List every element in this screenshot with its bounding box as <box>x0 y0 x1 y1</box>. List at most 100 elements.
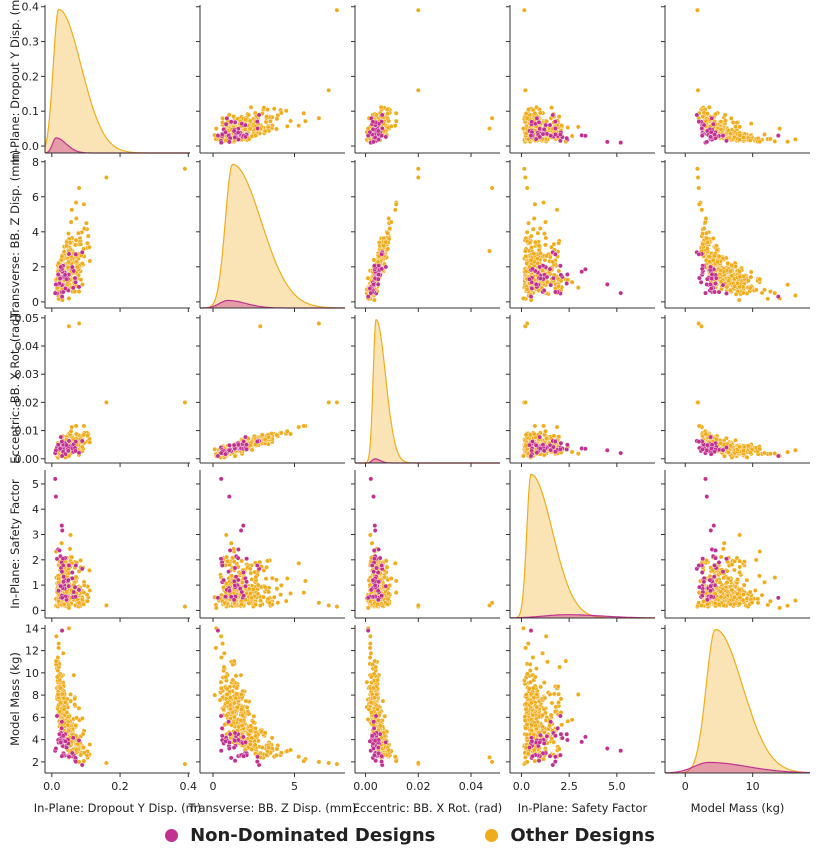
point-other <box>78 241 84 247</box>
point-other <box>66 295 72 301</box>
point-other <box>296 424 302 430</box>
y-tick-label: 0.0 <box>22 140 40 153</box>
point-non-dominated <box>565 442 570 448</box>
panel-0-2 <box>351 5 500 157</box>
point-other <box>326 87 332 93</box>
point-other <box>695 175 701 180</box>
point-other <box>543 219 548 225</box>
point-other <box>81 423 87 429</box>
point-non-dominated <box>708 286 714 291</box>
point-other <box>695 399 701 405</box>
point-non-dominated <box>223 451 228 457</box>
point-non-dominated <box>558 272 564 278</box>
point-non-dominated <box>224 115 230 121</box>
point-other <box>385 111 391 117</box>
point-other <box>316 115 322 121</box>
point-other <box>274 126 279 132</box>
point-other <box>262 128 268 134</box>
point-non-dominated <box>565 272 570 277</box>
point-other <box>713 111 718 117</box>
y-tick-label: 0.1 <box>22 105 40 118</box>
point-other <box>712 253 717 259</box>
point-non-dominated <box>72 275 78 281</box>
point-other <box>753 287 759 293</box>
point-other <box>716 253 722 259</box>
point-other <box>301 110 307 116</box>
point-non-dominated <box>537 276 543 281</box>
point-other <box>278 110 284 116</box>
point-non-dominated <box>552 439 558 444</box>
point-other <box>575 285 581 290</box>
point-non-dominated <box>540 442 546 448</box>
point-non-dominated <box>58 434 64 440</box>
point-other <box>722 453 727 459</box>
point-other <box>532 423 538 429</box>
point-non-dominated <box>529 119 535 125</box>
point-non-dominated <box>720 282 726 288</box>
point-other <box>213 126 219 132</box>
point-other <box>68 428 74 434</box>
point-non-dominated <box>379 266 385 272</box>
point-other <box>257 323 263 329</box>
panel-2-4 <box>661 315 810 467</box>
point-non-dominated <box>73 439 79 444</box>
point-other <box>247 126 253 132</box>
point-non-dominated <box>775 133 781 139</box>
point-other <box>66 323 72 329</box>
point-other <box>556 114 562 120</box>
point-other <box>737 137 742 143</box>
point-non-dominated <box>720 133 726 139</box>
point-other <box>76 321 82 326</box>
point-non-dominated <box>618 290 624 296</box>
point-other <box>267 118 273 124</box>
point-other <box>531 216 537 221</box>
point-non-dominated <box>541 287 547 293</box>
point-non-dominated <box>704 281 710 287</box>
point-non-dominated <box>564 447 570 452</box>
point-other <box>551 433 557 439</box>
point-non-dominated <box>53 281 59 287</box>
point-non-dominated <box>370 119 376 125</box>
point-other <box>104 399 109 405</box>
point-other <box>66 259 72 265</box>
point-non-dominated <box>76 284 82 290</box>
point-other <box>274 432 280 438</box>
point-other <box>710 257 716 263</box>
point-non-dominated <box>712 289 717 295</box>
y-tick-label: 0.3 <box>22 36 40 49</box>
point-non-dominated <box>226 447 232 453</box>
point-non-dominated <box>564 281 570 286</box>
point-other <box>302 118 308 124</box>
point-other <box>284 123 290 129</box>
point-other <box>737 268 742 274</box>
point-non-dominated <box>704 447 710 453</box>
point-non-dominated <box>709 276 714 281</box>
point-non-dominated <box>547 266 553 272</box>
point-other <box>522 399 528 405</box>
point-other <box>747 285 753 291</box>
point-non-dominated <box>698 279 704 285</box>
point-other <box>733 291 739 297</box>
point-non-dominated <box>215 133 221 139</box>
point-other <box>785 139 790 145</box>
panel-2-1 <box>196 315 345 467</box>
point-other <box>704 230 709 236</box>
point-other <box>253 133 258 139</box>
point-non-dominated <box>604 447 610 453</box>
point-other <box>523 253 529 259</box>
point-non-dominated <box>551 275 556 281</box>
point-non-dominated <box>713 281 718 286</box>
point-other <box>549 105 554 111</box>
point-non-dominated <box>534 115 540 121</box>
point-non-dominated <box>527 276 532 282</box>
point-other <box>765 296 771 302</box>
point-other <box>274 116 280 122</box>
point-other <box>521 7 527 13</box>
point-other <box>729 262 735 268</box>
point-other <box>489 115 495 121</box>
point-non-dominated <box>583 133 588 139</box>
point-other <box>695 7 700 13</box>
point-other <box>772 138 778 144</box>
point-non-dominated <box>704 276 710 282</box>
point-other <box>734 120 740 126</box>
